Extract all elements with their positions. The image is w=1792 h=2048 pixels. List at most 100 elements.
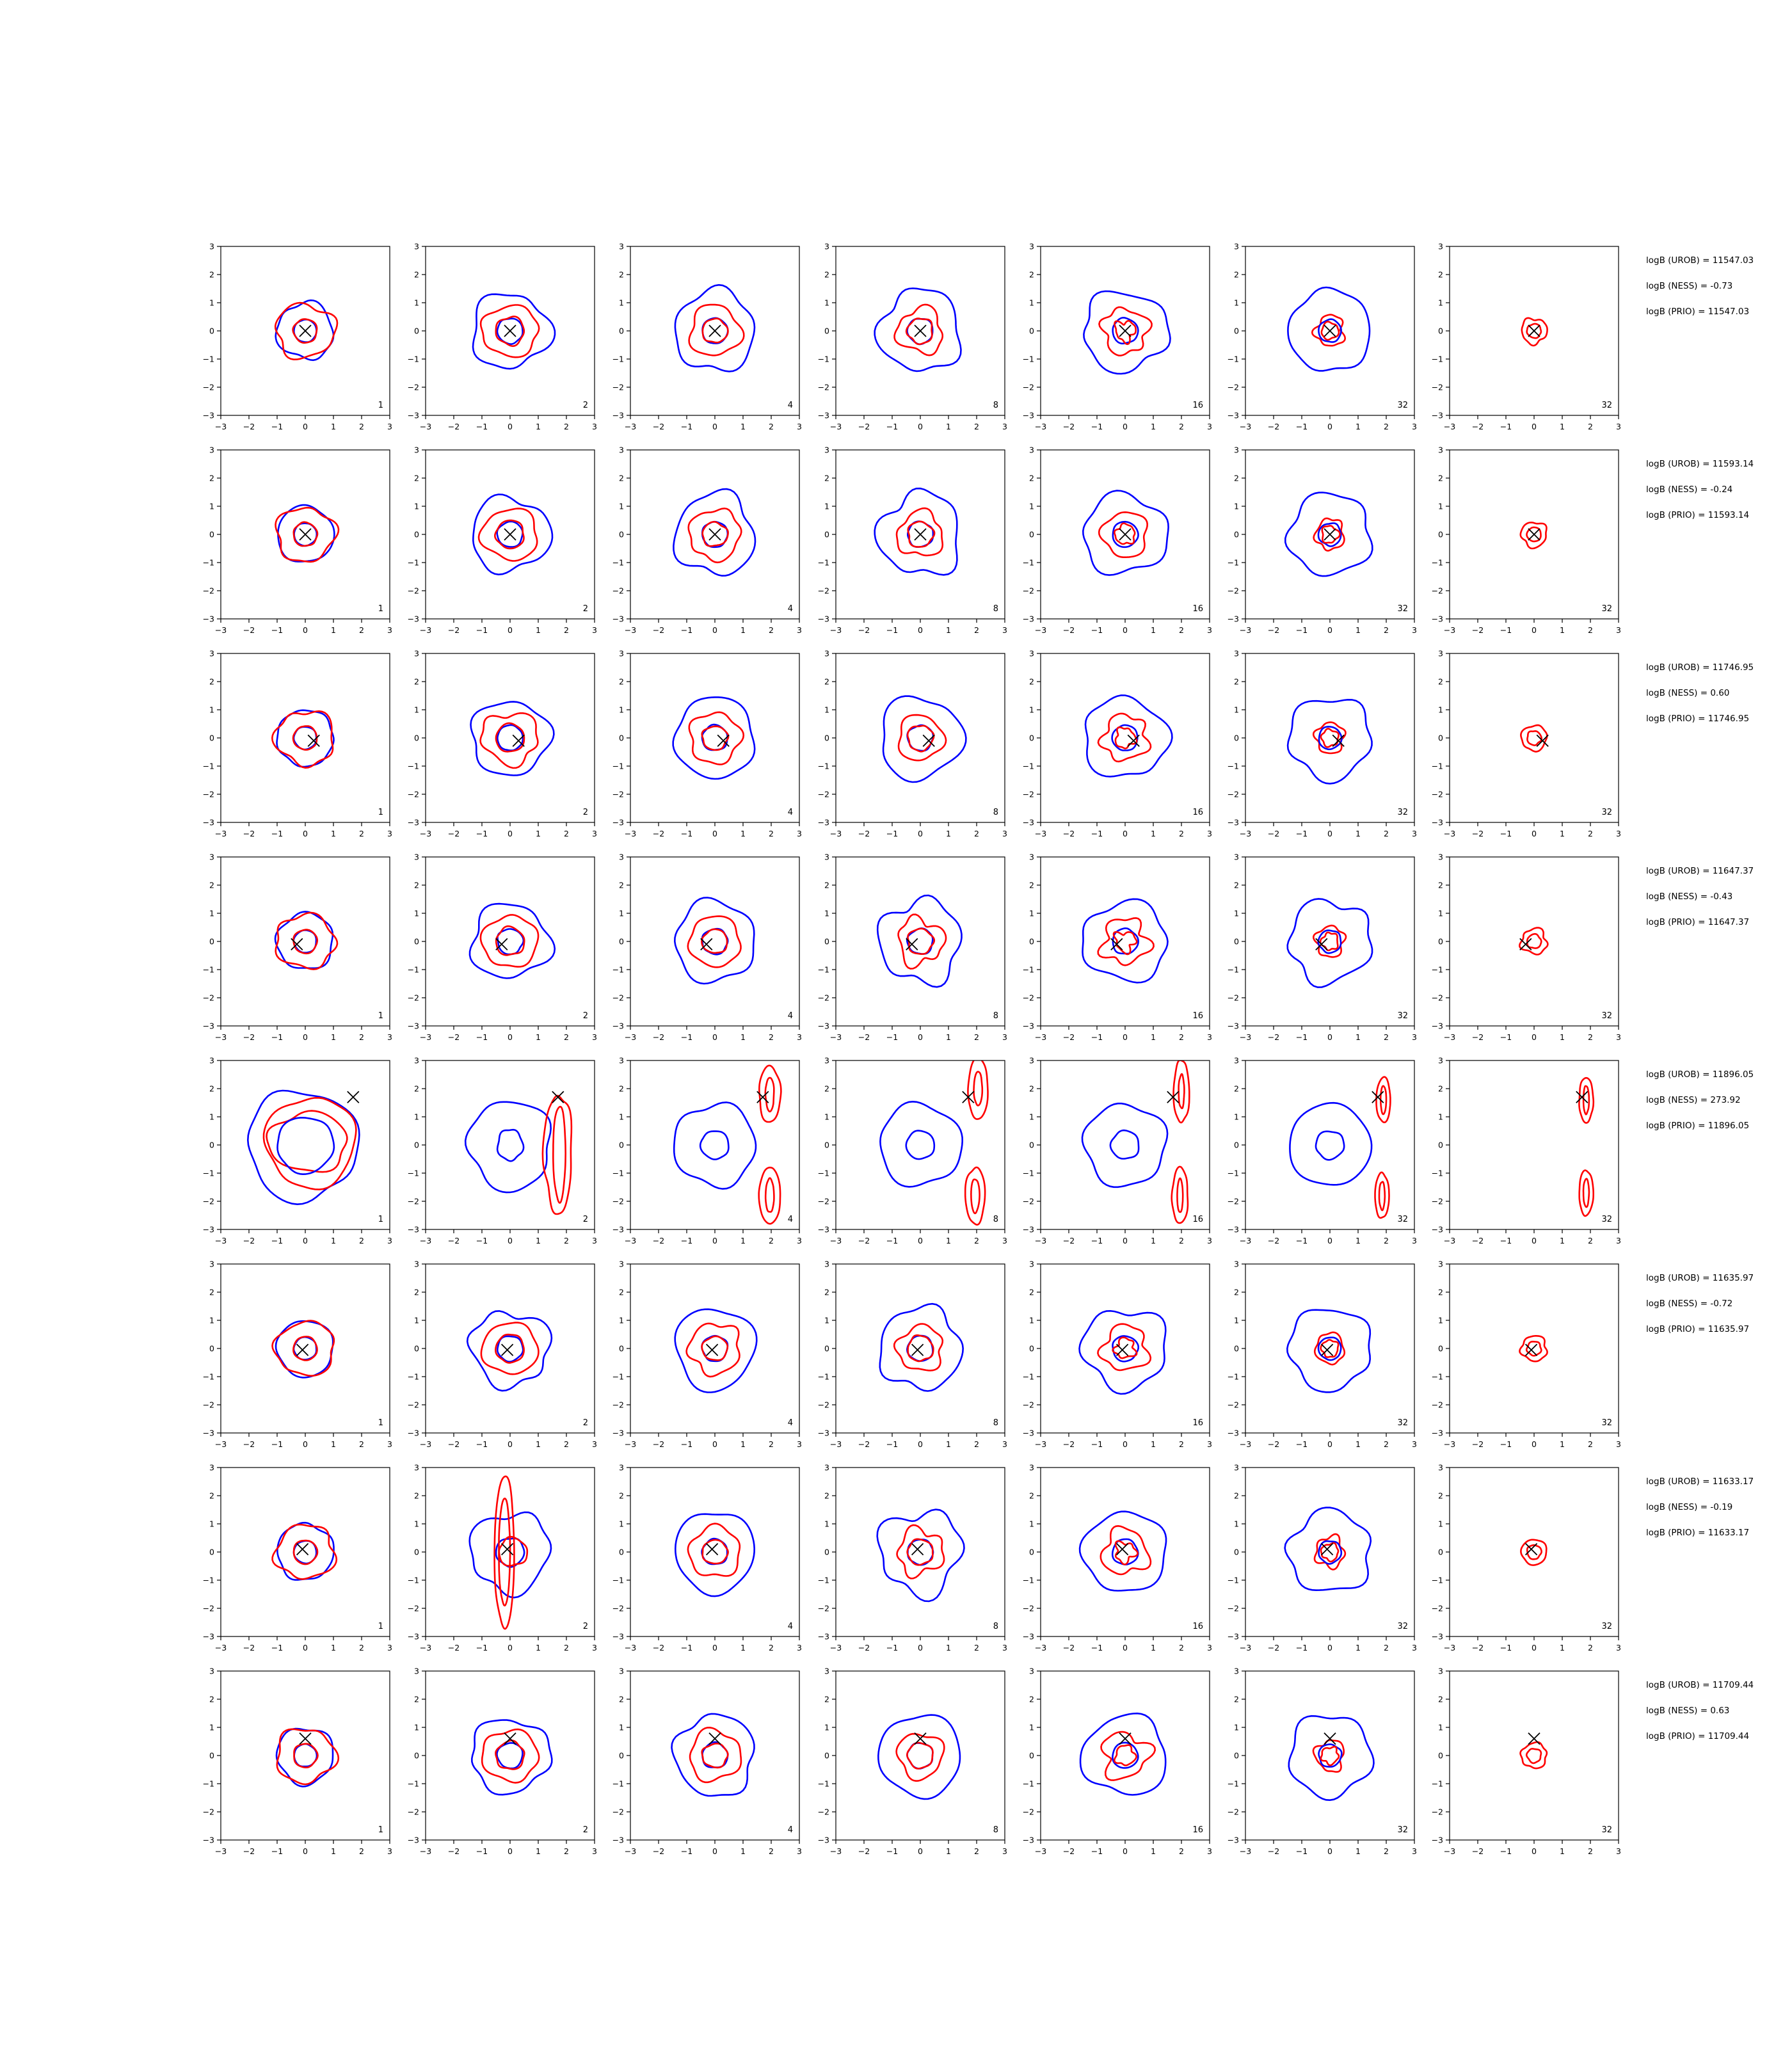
y-tick-label: 1 xyxy=(1029,909,1034,918)
contour-group xyxy=(468,902,556,979)
y-tick-label: 3 xyxy=(209,445,214,455)
y-tick-label: 0 xyxy=(1234,530,1239,540)
x-tick-label: 3 xyxy=(1207,829,1212,838)
contour-group xyxy=(672,696,756,780)
y-tick-label: −1 xyxy=(1432,1779,1443,1789)
reference-contour xyxy=(874,287,962,372)
x-tick-label: 3 xyxy=(387,1032,392,1042)
panel-frame xyxy=(630,653,800,823)
y-tick-label: −3 xyxy=(612,614,624,624)
panel-corner-label: 16 xyxy=(1192,1215,1203,1224)
x-tick-label: 2 xyxy=(974,829,979,838)
contour-group xyxy=(1284,1507,1372,1592)
y-tick-label: −1 xyxy=(818,1779,829,1789)
y-tick-label: 2 xyxy=(824,1084,829,1094)
x-tick-label: −3 xyxy=(830,829,842,838)
x-tick-label: 1 xyxy=(536,625,541,635)
x-tick-label: 3 xyxy=(1207,1032,1212,1042)
x-tick-label: 1 xyxy=(1151,1846,1156,1856)
estimate-contour xyxy=(541,1094,573,1215)
estimate-contour xyxy=(701,1335,728,1361)
y-tick-label: −1 xyxy=(203,965,214,975)
x-marker xyxy=(1528,324,1540,337)
y-tick-label: 0 xyxy=(209,1751,214,1761)
estimate-contour xyxy=(688,303,745,356)
x-tick-label: −2 xyxy=(653,1439,664,1449)
x-tick-label: −2 xyxy=(1063,625,1075,635)
x-tick-label: 3 xyxy=(1002,1032,1007,1042)
x-tick-label: 1 xyxy=(536,829,541,838)
x-tick-label: −2 xyxy=(448,1236,460,1245)
reference-contour xyxy=(1287,286,1371,372)
x-marker xyxy=(1119,1732,1132,1745)
reference-contour xyxy=(466,1310,553,1392)
y-tick-label: 3 xyxy=(1438,242,1443,252)
y-tick-label: 2 xyxy=(1029,1491,1034,1501)
x-tick-label: 2 xyxy=(1384,1846,1389,1856)
y-tick-label: 0 xyxy=(414,1548,419,1557)
x-tick-label: 1 xyxy=(946,1643,951,1652)
x-tick-label: −1 xyxy=(1500,829,1512,838)
reference-contour xyxy=(1286,898,1373,988)
y-tick-label: −1 xyxy=(1023,1372,1034,1382)
x-tick-label: 0 xyxy=(1327,1236,1332,1245)
x-tick-label: −3 xyxy=(1035,1846,1046,1856)
y-tick-label: 0 xyxy=(1438,326,1443,336)
y-tick-label: 1 xyxy=(619,298,624,308)
x-tick-label: 0 xyxy=(508,625,513,635)
y-tick-label: −2 xyxy=(1023,586,1034,596)
panel-r2-c5: −3 −2 −1 0 1 2 3 −3 −2 −1 0 1 2 3 16 xyxy=(1023,445,1212,636)
estimate-contour xyxy=(493,1475,515,1630)
y-tick-label: −3 xyxy=(203,1428,214,1438)
x-tick-label: 1 xyxy=(331,625,336,635)
x-tick-label: 2 xyxy=(1384,422,1389,431)
y-tick-label: 2 xyxy=(1234,474,1239,483)
estimate-contour xyxy=(687,1523,741,1577)
x-tick-label: 3 xyxy=(387,1643,392,1652)
reference-contour xyxy=(674,284,756,372)
panel-r4-c1: −3 −2 −1 0 1 2 3 −3 −2 −1 0 1 2 3 1 xyxy=(203,852,392,1043)
x-tick-label: 3 xyxy=(387,829,392,838)
x-tick-label: 3 xyxy=(1002,1846,1007,1856)
x-tick-label: 1 xyxy=(946,1032,951,1042)
y-tick-label: 2 xyxy=(209,677,214,687)
x-tick-label: 3 xyxy=(1616,1439,1621,1449)
panel-corner-label: 1 xyxy=(378,401,383,410)
estimate-contour xyxy=(1519,522,1548,550)
panel-corner-label: 4 xyxy=(788,1418,793,1428)
x-tick-label: −1 xyxy=(886,1439,898,1449)
x-tick-label: 2 xyxy=(1588,625,1593,635)
x-tick-label: −1 xyxy=(1500,1846,1512,1856)
y-tick-label: 0 xyxy=(1234,937,1239,947)
contour-group xyxy=(1289,1076,1391,1219)
x-tick-label: 2 xyxy=(564,422,569,431)
y-tick-label: −3 xyxy=(408,1632,419,1642)
x-tick-label: −1 xyxy=(476,1643,488,1652)
panel-corner-label: 32 xyxy=(1601,1825,1612,1835)
estimate-contour xyxy=(1320,321,1340,341)
y-tick-label: 2 xyxy=(619,1491,624,1501)
x-marker xyxy=(1324,1732,1336,1745)
x-marker xyxy=(504,1732,516,1745)
estimate-contour xyxy=(701,1742,729,1769)
x-tick-label: −3 xyxy=(420,625,431,635)
panel-frame xyxy=(220,1060,390,1230)
estimate-contour xyxy=(271,1320,335,1377)
x-tick-label: −2 xyxy=(243,1846,255,1856)
panel-corner-label: 4 xyxy=(788,604,793,614)
x-tick-label: 3 xyxy=(1207,1439,1212,1449)
y-tick-label: −2 xyxy=(612,383,624,392)
y-tick-label: −2 xyxy=(818,790,829,799)
x-tick-label: −3 xyxy=(625,1236,636,1245)
x-tick-label: −3 xyxy=(1035,422,1046,431)
y-tick-label: −2 xyxy=(818,1400,829,1410)
contour-group xyxy=(1078,1309,1167,1395)
contour-group xyxy=(876,894,963,988)
y-tick-label: 1 xyxy=(1234,1519,1239,1529)
contour-group xyxy=(1519,1741,1548,1770)
y-tick-label: 3 xyxy=(414,1667,419,1676)
x-tick-label: 3 xyxy=(797,1643,802,1652)
x-tick-label: −1 xyxy=(271,1846,283,1856)
x-tick-label: 3 xyxy=(1616,625,1621,635)
reference-contour xyxy=(672,696,756,780)
